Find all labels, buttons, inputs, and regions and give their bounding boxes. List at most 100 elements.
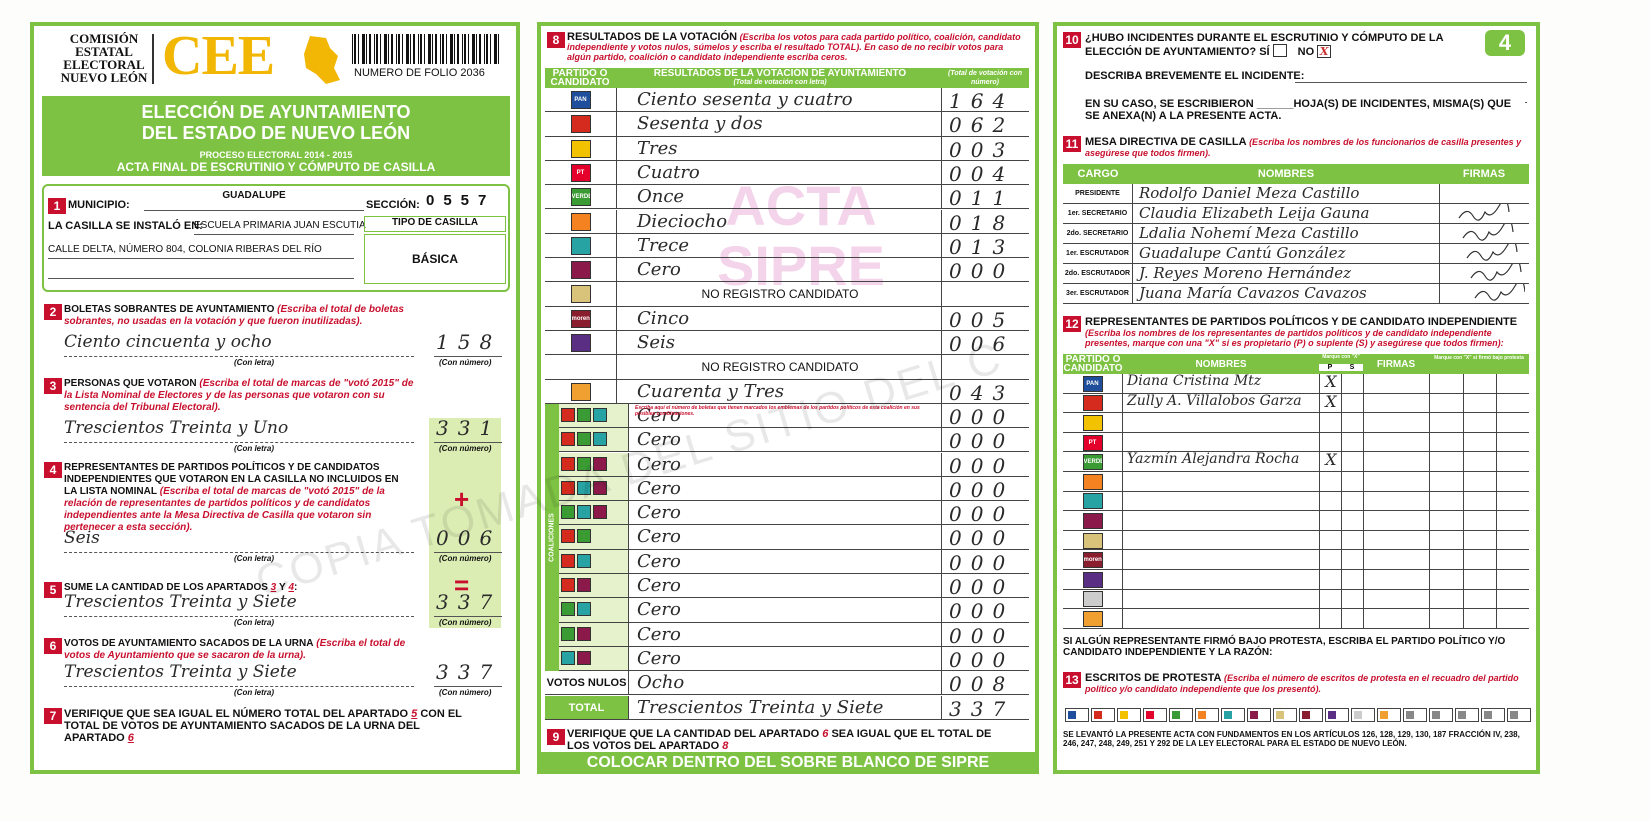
digits: 000	[949, 575, 1015, 599]
section-number: 11	[1063, 136, 1081, 152]
letters: Cero	[637, 575, 681, 596]
text: SEA IGUAL QUE EL TOTAL DE LOS VOTOS DEL …	[567, 728, 992, 752]
protest-box	[1169, 708, 1193, 722]
party-logo	[561, 480, 575, 495]
letters: Cero	[637, 623, 681, 645]
signature	[1466, 244, 1518, 261]
sum-shade	[429, 418, 501, 628]
letters: Ciento sesenta y cuatro	[637, 89, 853, 110]
party-logo	[570, 212, 591, 231]
section-title: REPRESENTANTES DE PARTIDOS POLÍTICOS Y D…	[1085, 316, 1518, 328]
rule	[434, 616, 502, 617]
cell-divider	[1363, 609, 1364, 628]
party-logo: VERDE	[1082, 454, 1103, 471]
cell-divider	[1429, 472, 1430, 491]
digits: 043	[949, 380, 1015, 405]
protest-box	[1273, 708, 1297, 722]
cell-divider	[1463, 452, 1464, 471]
letters: Seis	[64, 528, 100, 548]
party-logo	[561, 650, 575, 665]
section-number: 6	[44, 638, 62, 654]
yes: SÍ	[1259, 46, 1270, 58]
representative-row	[1063, 609, 1529, 629]
result-row: TOTAL Trescientos Treinta y Siete 337	[545, 695, 1029, 721]
title-line: ELECCIÓN DE AYUNTAMIENTO	[141, 102, 411, 122]
section-number: 8	[547, 32, 565, 48]
letters: Cuatro	[637, 161, 700, 183]
caption: (Con número)	[439, 688, 492, 697]
cell-divider	[1463, 589, 1464, 609]
role: 2do. SECRETARIO	[1063, 224, 1133, 244]
result-row: Cero 000	[545, 549, 1029, 575]
letters: Cero	[637, 453, 681, 475]
cell-divider	[941, 403, 942, 428]
cell-divider	[1439, 244, 1440, 263]
digits: 004	[949, 161, 1015, 186]
party-icon	[1224, 711, 1232, 719]
protest-box	[1091, 708, 1115, 722]
bar-stripe	[380, 34, 381, 64]
letters: Cuarenta y Tres	[637, 380, 785, 402]
section-heading: BOLETAS SOBRANTES DE AYUNTAMIENTO (Escri…	[64, 304, 414, 328]
party-icon	[1302, 711, 1310, 719]
cell-divider	[1429, 530, 1430, 550]
cell-divider	[1319, 530, 1320, 550]
representative-row: PT	[1063, 432, 1529, 453]
representative-row: PAN Diana Cristina Mtz X	[1063, 372, 1529, 394]
result-row: Tres 003	[545, 136, 1029, 162]
party-logo: VERDE	[570, 188, 591, 207]
role: 3er. ESCRUTADOR	[1063, 284, 1133, 304]
ref: 3	[270, 582, 277, 593]
org-line: ELECTORAL	[63, 57, 145, 72]
name: Rodolfo Daniel Meza Castillo	[1139, 184, 1360, 202]
section-number: 2	[44, 304, 62, 320]
party-logo	[1082, 473, 1103, 490]
party-logo	[577, 407, 591, 422]
caption: (Con letra)	[234, 688, 274, 697]
party-logo	[561, 553, 575, 568]
letters: Cero	[637, 526, 681, 548]
cell-divider	[1363, 452, 1364, 471]
cell-divider	[1496, 570, 1497, 589]
logo-cell	[1063, 413, 1123, 432]
bar-stripe	[369, 34, 371, 64]
cell-divider	[1319, 432, 1320, 452]
party-logo	[577, 505, 591, 520]
result-row: Cero 000	[545, 452, 1029, 478]
rule	[48, 258, 354, 259]
party-logo	[577, 650, 591, 665]
cell-divider	[1363, 472, 1364, 491]
cell-divider	[1341, 609, 1342, 628]
cell-divider	[1363, 491, 1364, 511]
cell-divider	[1341, 570, 1342, 589]
signature	[1458, 204, 1510, 221]
protest-box	[1195, 708, 1219, 722]
bar-stripe	[420, 34, 422, 64]
coalition-note: Escriba aquí el número de boletas que ti…	[635, 404, 920, 417]
cell-divider	[1319, 491, 1320, 511]
logo-cell	[1063, 472, 1123, 491]
caption: (Con letra)	[234, 554, 274, 563]
protest-note: SI ALGÚN REPRESENTANTE FIRMÓ BAJO PROTES…	[1063, 636, 1506, 658]
cell-divider	[1429, 452, 1430, 471]
cell-divider	[1341, 530, 1342, 550]
digits: 000	[949, 526, 1015, 551]
letters: Dieciocho	[637, 210, 728, 232]
official-row: 1er. SECRETARIO Claudia Elizabeth Leija G…	[1063, 204, 1529, 224]
bar-stripe	[450, 34, 453, 64]
logo-cell	[559, 574, 629, 598]
cell-divider	[1319, 393, 1320, 413]
result-row: Cuarenta y Tres 043	[545, 379, 1029, 405]
rule	[434, 686, 502, 687]
cell-divider	[1463, 609, 1464, 628]
letters: Sesenta y dos	[637, 113, 763, 135]
logo: CEE	[162, 25, 275, 87]
cell-divider	[1363, 570, 1364, 589]
cell-divider	[1429, 589, 1430, 609]
logo-cell: morena	[545, 306, 617, 330]
bar-stripe	[376, 34, 378, 64]
party-logo	[577, 578, 591, 592]
cell-divider	[941, 185, 942, 209]
bar-stripe	[410, 34, 411, 64]
bar-stripe	[435, 34, 437, 64]
